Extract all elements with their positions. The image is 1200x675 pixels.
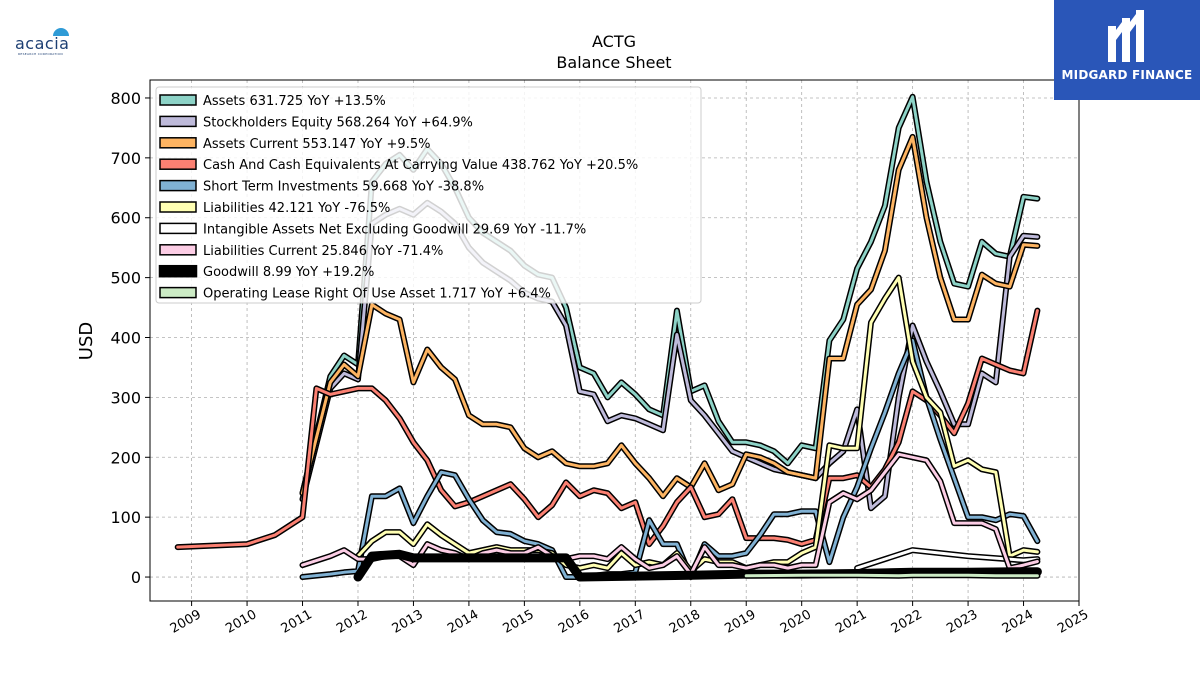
legend-swatch [159, 115, 197, 128]
legend-label: Liabilities Current 25.846 YoY -71.4% [203, 244, 443, 259]
legend-label: Assets Current 553.147 YoY +9.5% [203, 137, 430, 152]
series-line [855, 548, 1039, 570]
y-tick-label: 700 [110, 149, 141, 168]
y-tick-label: 0 [131, 568, 141, 587]
legend-swatch [159, 244, 197, 256]
plot-frame [149, 79, 1080, 602]
legend-entry: Intangible Assets Net Excluding Goodwill… [159, 222, 586, 237]
legend-entry: Assets Current 553.147 YoY +9.5% [159, 137, 430, 152]
chart-subtitle: Balance Sheet [556, 53, 671, 72]
x-tick-label: 2012 [334, 607, 370, 637]
y-tick-label: 800 [110, 89, 141, 108]
series-line [301, 135, 1039, 498]
legend-label: Assets 631.725 YoY +13.5% [203, 94, 386, 109]
legend-entry: Liabilities Current 25.846 YoY -71.4% [159, 244, 443, 259]
series-line [744, 573, 1039, 578]
legend-label: Stockholders Equity 568.264 YoY +64.9% [203, 115, 473, 130]
series-line [301, 452, 1039, 576]
midgard-finance-logo: MIDGARD FINANCE [1054, 0, 1200, 100]
legend: Assets 631.725 YoY +13.5% Stockholders Eq… [155, 86, 702, 304]
x-tick-label: 2015 [501, 607, 537, 637]
legend-label: Cash And Cash Equivalents At Carrying Va… [203, 158, 638, 173]
legend-entry: Goodwill 8.99 YoY +19.2% [158, 264, 374, 280]
legend-label: Liabilities 42.121 YoY -76.5% [203, 201, 390, 216]
series-liabilities-current [299, 451, 1041, 578]
acacia-logo-subtext: RESEARCH CORPORATION [18, 52, 63, 56]
y-tick-label: 400 [110, 329, 141, 348]
x-tick-label: 2009 [168, 607, 204, 637]
legend-entry: Cash And Cash Equivalents At Carrying Va… [159, 158, 638, 173]
series-short-term-investments [299, 337, 1041, 580]
legend-entry: Short Term Investments 59.668 YoY -38.8% [159, 179, 484, 195]
legend-swatch [159, 94, 197, 106]
x-tick-label: 2020 [778, 607, 814, 637]
legend-label: Operating Lease Right Of Use Asset 1.717… [203, 287, 551, 302]
y-tick-label: 100 [110, 508, 141, 527]
y-tick-label: 300 [110, 388, 141, 407]
legend-entry: Assets 631.725 YoY +13.5% [159, 94, 386, 109]
legend-swatch [159, 286, 197, 299]
x-tick-label: 2021 [833, 607, 869, 637]
legend-label: Short Term Investments 59.668 YoY -38.8% [203, 180, 484, 195]
series-intangible-assets-net-excluding-goodwill [854, 547, 1041, 572]
series-line [301, 339, 1039, 579]
x-tick-label: 2016 [556, 607, 592, 637]
legend-swatch [159, 137, 197, 149]
x-tick-label: 2017 [611, 607, 647, 637]
series-operating-lease-right-of-use-asset [743, 572, 1041, 579]
x-axis: 2009 2010 2011 2012 2013 2014 2015 2016 2017 2018… [168, 601, 1091, 637]
chart-title: ACTG [592, 32, 636, 51]
y-tick-label: 200 [110, 448, 141, 467]
y-axis: 0 100 200 300 400 500 600 700 800 [110, 89, 150, 587]
x-tick-label: 2019 [722, 607, 758, 637]
legend-entry: Stockholders Equity 568.264 YoY +64.9% [159, 115, 473, 130]
legend-label: Goodwill 8.99 YoY +19.2% [203, 265, 374, 280]
legend-label: Intangible Assets Net Excluding Goodwill… [203, 222, 586, 237]
series-cash-and-cash-equivalents-at-carrying-value [174, 307, 1041, 551]
x-tick-label: 2023 [944, 607, 980, 637]
legend-swatch [159, 179, 197, 192]
midgard-mark-icon [1108, 10, 1144, 62]
acacia-logo-text: acacia [15, 34, 70, 53]
x-tick-label: 2013 [390, 607, 426, 637]
x-tick-label: 2025 [1055, 607, 1091, 637]
series-line [176, 309, 1039, 549]
legend-swatch [159, 222, 197, 235]
logo-arc-icon [53, 28, 69, 36]
x-tick-label: 2024 [1000, 607, 1036, 637]
x-tick-label: 2014 [445, 607, 481, 637]
legend-swatch [158, 264, 198, 278]
x-tick-label: 2010 [223, 607, 259, 637]
legend-box [155, 86, 702, 304]
legend-entry: Operating Lease Right Of Use Asset 1.717… [159, 286, 551, 302]
legend-swatch [159, 201, 197, 213]
x-tick-label: 2022 [889, 607, 925, 637]
y-axis-label: USD [76, 322, 97, 360]
legend-entry: Liabilities 42.121 YoY -76.5% [159, 201, 390, 216]
midgard-finance-text: MIDGARD FINANCE [1061, 68, 1193, 82]
legend-swatch [159, 158, 197, 170]
y-tick-label: 600 [110, 209, 141, 228]
y-tick-label: 500 [110, 269, 141, 288]
acacia-logo: acacia RESEARCH CORPORATION [12, 26, 78, 60]
x-tick-label: 2018 [667, 607, 703, 637]
x-tick-label: 2011 [279, 607, 315, 637]
series-assets-current [299, 133, 1041, 500]
